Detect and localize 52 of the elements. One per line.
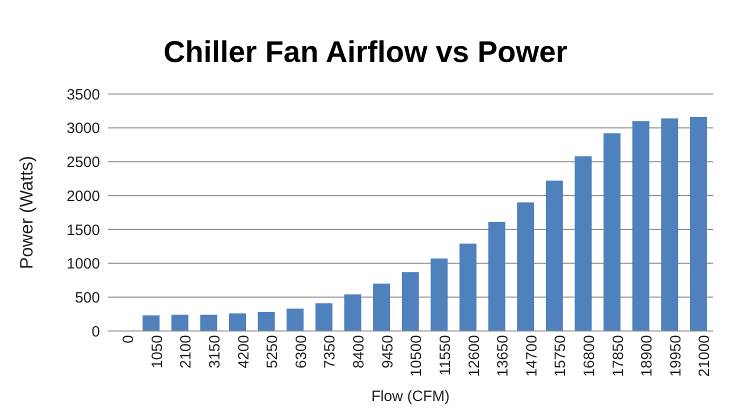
bar	[546, 180, 563, 331]
bar	[286, 308, 304, 331]
bar	[258, 312, 275, 331]
x-tick-label: 15750	[552, 335, 570, 377]
bar	[315, 303, 332, 331]
bar	[430, 258, 448, 331]
x-tick-label: 7350	[322, 335, 339, 368]
x-tick-label: 1050	[148, 335, 166, 368]
bar	[171, 314, 188, 331]
x-tick-label: 8400	[350, 335, 368, 368]
y-tick-label: 1500	[66, 222, 100, 239]
bar	[604, 133, 621, 331]
bar	[373, 284, 390, 331]
bar	[661, 118, 678, 331]
bar	[402, 272, 419, 331]
bar	[632, 121, 650, 331]
x-tick-label: 6300	[292, 335, 310, 368]
x-tick-label: 5250	[264, 335, 282, 368]
x-tick-label: 0	[120, 335, 138, 344]
y-tick-label: 3000	[66, 120, 100, 138]
bar	[517, 202, 534, 331]
bar	[142, 315, 160, 331]
x-tick-label: 18900	[638, 335, 656, 377]
bar	[459, 244, 476, 331]
y-tick-label: 2500	[66, 154, 100, 172]
x-tick-label: 3150	[206, 335, 224, 368]
x-tick-label: 4200	[235, 335, 252, 368]
bar	[200, 314, 218, 331]
x-tick-label: 16800	[581, 335, 598, 377]
x-axis-title: Flow (CFM)	[371, 388, 450, 405]
bar	[488, 222, 506, 331]
bar	[344, 294, 362, 331]
bar	[690, 117, 707, 331]
y-tick-label: 1000	[66, 256, 100, 273]
x-tick-label: 14700	[523, 335, 540, 377]
x-tick-label: 21000	[696, 335, 714, 377]
y-axis-title: Power (Watts)	[16, 156, 36, 270]
y-tick-label: 500	[74, 289, 100, 306]
bar	[574, 156, 592, 331]
bar	[229, 313, 246, 331]
x-tick-label: 17850	[610, 335, 627, 377]
y-tick-label: 3500	[66, 86, 100, 104]
x-tick-label: 12600	[466, 335, 483, 377]
x-tick-label: 10500	[408, 335, 426, 377]
x-tick-label: 9450	[379, 335, 396, 368]
x-tick-label: 19950	[667, 335, 684, 377]
y-tick-label: 0	[92, 323, 100, 340]
chart-title: Chiller Fan Airflow vs Power	[162, 35, 568, 71]
x-tick-label: 11550	[436, 335, 454, 376]
x-tick-label: 2100	[178, 335, 195, 368]
x-tick-label: 13650	[494, 335, 512, 377]
y-tick-label: 2000	[66, 188, 100, 205]
